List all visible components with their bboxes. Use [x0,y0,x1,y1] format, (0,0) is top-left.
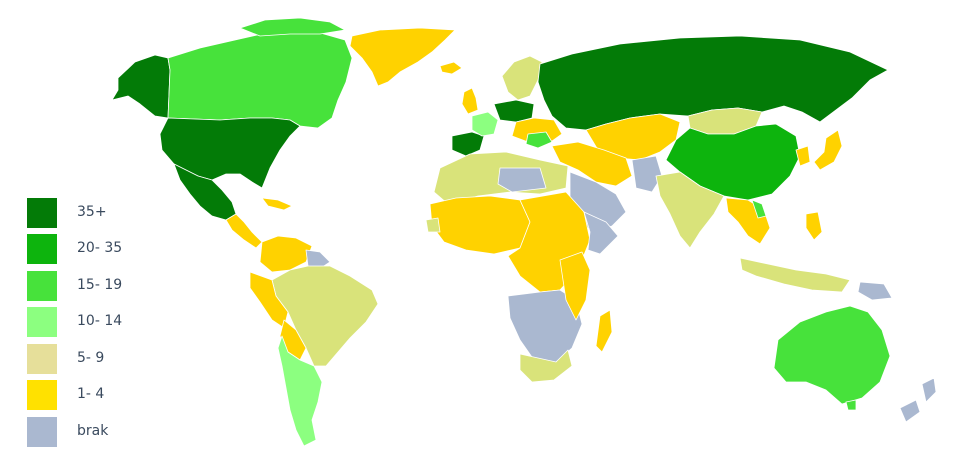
region-central-europe [493,99,535,123]
region-turkey-iran [551,141,633,187]
region-balkans [525,131,553,149]
legend-label: 35+ [77,204,107,220]
region-argentina-chile [277,335,323,447]
region-caribbean [261,197,293,211]
legend-item-35-plus: 35+ [27,198,167,228]
region-iceland [439,61,463,75]
legend-item-brak: brak [27,417,167,447]
region-france [471,111,499,137]
region-madagascar [595,309,613,353]
legend-label: 20- 35 [77,240,123,256]
region-south-africa [519,349,573,383]
legend-item-1-4: 1- 4 [27,380,167,410]
region-canada-islands [239,17,346,37]
legend-swatch [27,380,57,410]
legend-item-20-35: 20- 35 [27,234,167,264]
legend-label: 5- 9 [77,350,105,366]
legend-label: brak [77,423,109,439]
region-india [655,171,725,249]
region-japan [813,129,843,171]
legend-label: 10- 14 [77,313,123,329]
region-vietnam [751,199,767,219]
region-russia [537,35,889,131]
region-colombia-venezuela [259,235,313,273]
region-east-africa [559,251,591,321]
region-philippines [805,211,823,241]
region-alaska [111,54,171,119]
region-sahara-libya [497,167,547,193]
legend-swatch [27,417,57,447]
legend-swatch [27,234,57,264]
legend-label: 15- 19 [77,277,123,293]
region-korea [795,145,811,167]
legend-swatch [27,307,57,337]
region-new-zealand-south [899,399,921,423]
legend-swatch [27,198,57,228]
legend-label: 1- 4 [77,386,105,402]
legend-item-5-9: 5- 9 [27,344,167,374]
region-senegal [425,217,441,233]
region-horn-of-africa [583,211,619,255]
legend-item-15-19: 15- 19 [27,271,167,301]
region-indonesia [739,257,851,293]
region-new-zealand [921,377,937,403]
region-afghanistan-pakistan [631,155,663,193]
region-uk [461,87,479,115]
legend-item-10-14: 10- 14 [27,307,167,337]
region-greenland [349,27,456,87]
region-tasmania [845,399,857,411]
legend-swatch [27,344,57,374]
legend-swatch [27,271,57,301]
region-australia [773,305,891,405]
region-southern-africa [507,289,583,363]
region-iberia [451,131,485,157]
region-png [857,281,893,301]
